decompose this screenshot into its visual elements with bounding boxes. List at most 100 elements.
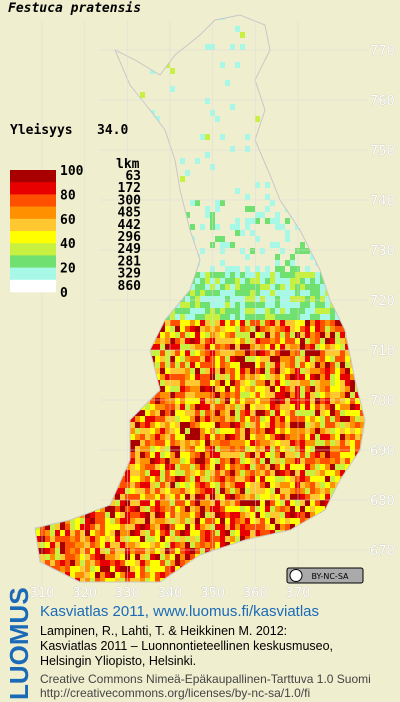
map-cell [170,344,175,350]
map-cell [190,296,195,302]
map-cell [330,350,335,356]
map-cell [170,494,175,500]
map-cell [170,314,175,320]
map-cell [240,440,245,446]
map-cell [215,452,220,458]
map-cell [285,380,290,386]
map-cell [170,476,175,482]
map-cell [280,458,285,464]
map-cell [300,242,305,248]
map-cell [140,410,145,416]
map-cell [235,62,240,68]
map-cell [170,446,175,452]
map-cell [175,476,180,482]
map-cell [330,398,335,404]
map-cell [220,200,225,206]
map-cell [200,494,205,500]
map-cell [325,458,330,464]
map-cell [145,482,150,488]
map-cell [170,524,175,530]
map-cell [350,386,355,392]
map-cell [205,386,210,392]
map-cell [320,506,325,512]
map-cell [165,446,170,452]
map-cell [200,416,205,422]
map-cell [200,470,205,476]
map-cell [195,428,200,434]
map-cell [205,464,210,470]
map-cell [245,146,250,152]
map-cell [120,524,125,530]
map-cell [250,332,255,338]
map-cell [190,494,195,500]
map-cell [330,404,335,410]
map-cell [335,320,340,326]
map-cell [250,518,255,524]
map-cell [215,440,220,446]
map-cell [280,416,285,422]
map-cell [330,356,335,362]
map-cell [205,272,210,278]
map-cell [220,320,225,326]
map-cell [225,446,230,452]
map-cell [225,338,230,344]
map-cell [250,500,255,506]
map-cell [320,458,325,464]
map-cell [300,320,305,326]
map-cell [255,320,260,326]
map-cell [270,428,275,434]
map-cell [140,542,145,548]
map-cell [260,362,265,368]
easting-label: 360 [243,586,268,601]
map-cell [320,308,325,314]
map-cell [160,548,165,554]
map-cell [290,254,295,260]
map-cell [200,344,205,350]
northing-label: 750 [370,144,395,159]
map-cell [75,554,80,560]
map-cell [150,458,155,464]
map-cell [200,350,205,356]
map-cell [160,530,165,536]
map-cell [195,512,200,518]
map-cell [290,380,295,386]
map-cell [255,428,260,434]
map-cell [350,398,355,404]
map-cell [105,572,110,578]
map-cell [260,356,265,362]
map-cell [190,434,195,440]
map-cell [345,380,350,386]
map-cell [320,350,325,356]
map-cell [285,446,290,452]
map-cell [200,434,205,440]
map-cell [215,284,220,290]
map-cell [300,488,305,494]
map-cell [180,530,185,536]
map-cell [245,224,250,230]
map-cell [335,434,340,440]
map-cell [130,554,135,560]
map-cell [255,272,260,278]
map-cell [190,476,195,482]
map-cell [220,494,225,500]
map-cell [270,446,275,452]
map-cell [250,386,255,392]
map-cell [295,446,300,452]
map-cell [150,476,155,482]
frequency-value: 34.0 [97,123,128,138]
map-cell [235,512,240,518]
map-cell [265,374,270,380]
map-cell [295,350,300,356]
map-cell [240,404,245,410]
map-cell [115,488,120,494]
map-cell [215,224,220,230]
map-cell [180,452,185,458]
map-cell [225,530,230,536]
map-cell [195,326,200,332]
map-cell [60,542,65,548]
map-cell [165,410,170,416]
map-cell [340,392,345,398]
map-cell [265,392,270,398]
map-cell [275,476,280,482]
map-cell [200,398,205,404]
